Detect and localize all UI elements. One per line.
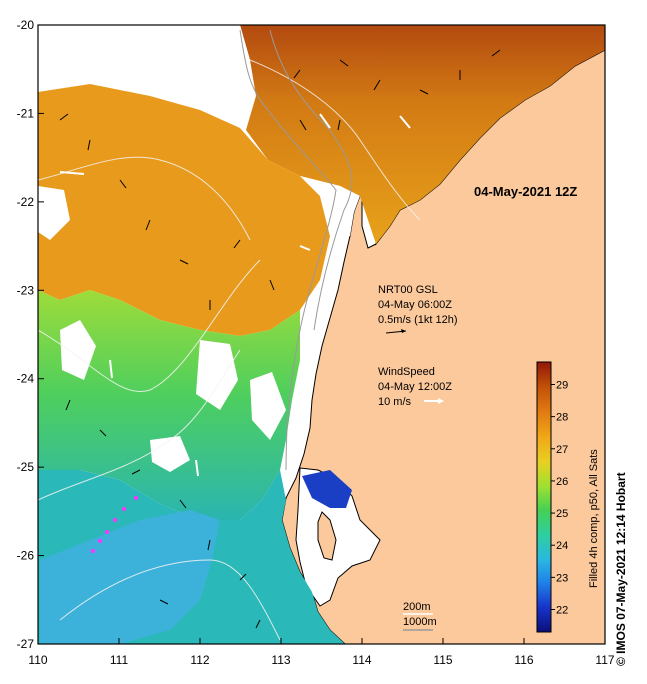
credit-text: IMOS 07-May-2021 12:14 Hobart: [614, 472, 628, 654]
wind-legend-scale: 10 m/s: [378, 396, 412, 408]
lat-tick-label: -24: [17, 372, 35, 386]
cold-patch-shark-bay: [302, 470, 352, 508]
lat-tick-label: -22: [17, 195, 35, 209]
colorbar-tick-label: 27: [556, 444, 568, 456]
colorbar-tick-label: 26: [556, 476, 568, 488]
lon-tick-label: 116: [514, 653, 533, 667]
wind-legend-title: WindSpeed: [378, 366, 435, 378]
colorbar-tick-label: 24: [556, 540, 568, 552]
colorbar-tick-label: 23: [556, 572, 568, 584]
peron-peninsula: [317, 511, 337, 561]
wind-current-arrows: [59, 49, 501, 629]
longitude-axis: 110 111 112 113 114 115 116 117: [28, 638, 615, 667]
depth-contours: [239, 29, 353, 471]
depth-label-200m: 200m: [403, 601, 431, 613]
current-legend-time: 04-May 06:00Z: [378, 299, 452, 311]
colorbar-ticks: 29 28 27 26 25 24 23 22: [551, 380, 568, 617]
magenta-track: [91, 496, 138, 553]
latitude-axis: -20 -21 -22 -23 -24 -25 -26 -27: [17, 18, 44, 651]
colorbar-tick-label: 22: [556, 605, 568, 617]
colorbar-tick-label: 29: [556, 380, 568, 392]
plot-frame: [37, 24, 606, 645]
cloud-patches: [38, 25, 360, 472]
warm-water-west: [38, 84, 330, 336]
depth-label-1000m: 1000m: [403, 616, 437, 628]
colorbar-tick-label: 25: [556, 508, 568, 520]
copyright-symbol: ©: [614, 657, 628, 666]
wind-legend: WindSpeed 04-May 12:00Z 10 m/s: [378, 366, 452, 408]
lat-tick-label: -27: [17, 637, 35, 651]
colorbar-gradient: [536, 361, 552, 633]
lon-tick-label: 113: [271, 653, 290, 667]
lon-tick-label: 114: [352, 653, 371, 667]
lon-tick-label: 112: [190, 653, 209, 667]
wind-arrows-white: [59, 113, 411, 477]
wind-legend-time: 04-May 12:00Z: [378, 381, 452, 393]
mid-water: [38, 290, 300, 520]
current-scale-arrowhead: [401, 329, 406, 333]
lon-tick-label: 115: [433, 653, 452, 667]
credit-line: © IMOS 07-May-2021 12:14 Hobart: [614, 472, 628, 666]
sst-field: [38, 25, 605, 644]
current-legend-scale: 0.5m/s (1kt 12h): [378, 314, 457, 326]
colorbar-label: Filled 4h comp, p50, All Sats: [588, 449, 600, 588]
colorbar: 29 28 27 26 25 24 23 22 Filled 4h comp, p50, Al…: [536, 361, 600, 633]
depth-legend: 200m 1000m: [403, 601, 437, 631]
lat-tick-label: -25: [17, 460, 35, 474]
colorbar-tick-label: 28: [556, 412, 568, 424]
current-legend-title: NRT00 GSL: [378, 284, 438, 296]
lat-tick-label: -21: [17, 106, 35, 120]
current-legend: NRT00 GSL 04-May 06:00Z 0.5m/s (1kt 12h): [378, 284, 457, 334]
lat-tick-label: -26: [17, 549, 35, 563]
warm-water-northeast: [240, 25, 605, 244]
lon-tick-label: 110: [28, 653, 47, 667]
lat-tick-label: -23: [17, 283, 35, 297]
sst-contours: [38, 59, 421, 641]
lon-tick-label: 117: [595, 653, 614, 667]
date-label: 04-May-2021 12Z: [474, 184, 577, 199]
lon-tick-label: 111: [110, 653, 129, 667]
lat-tick-label: -20: [17, 18, 35, 32]
wind-scale-arrowhead: [438, 398, 444, 404]
